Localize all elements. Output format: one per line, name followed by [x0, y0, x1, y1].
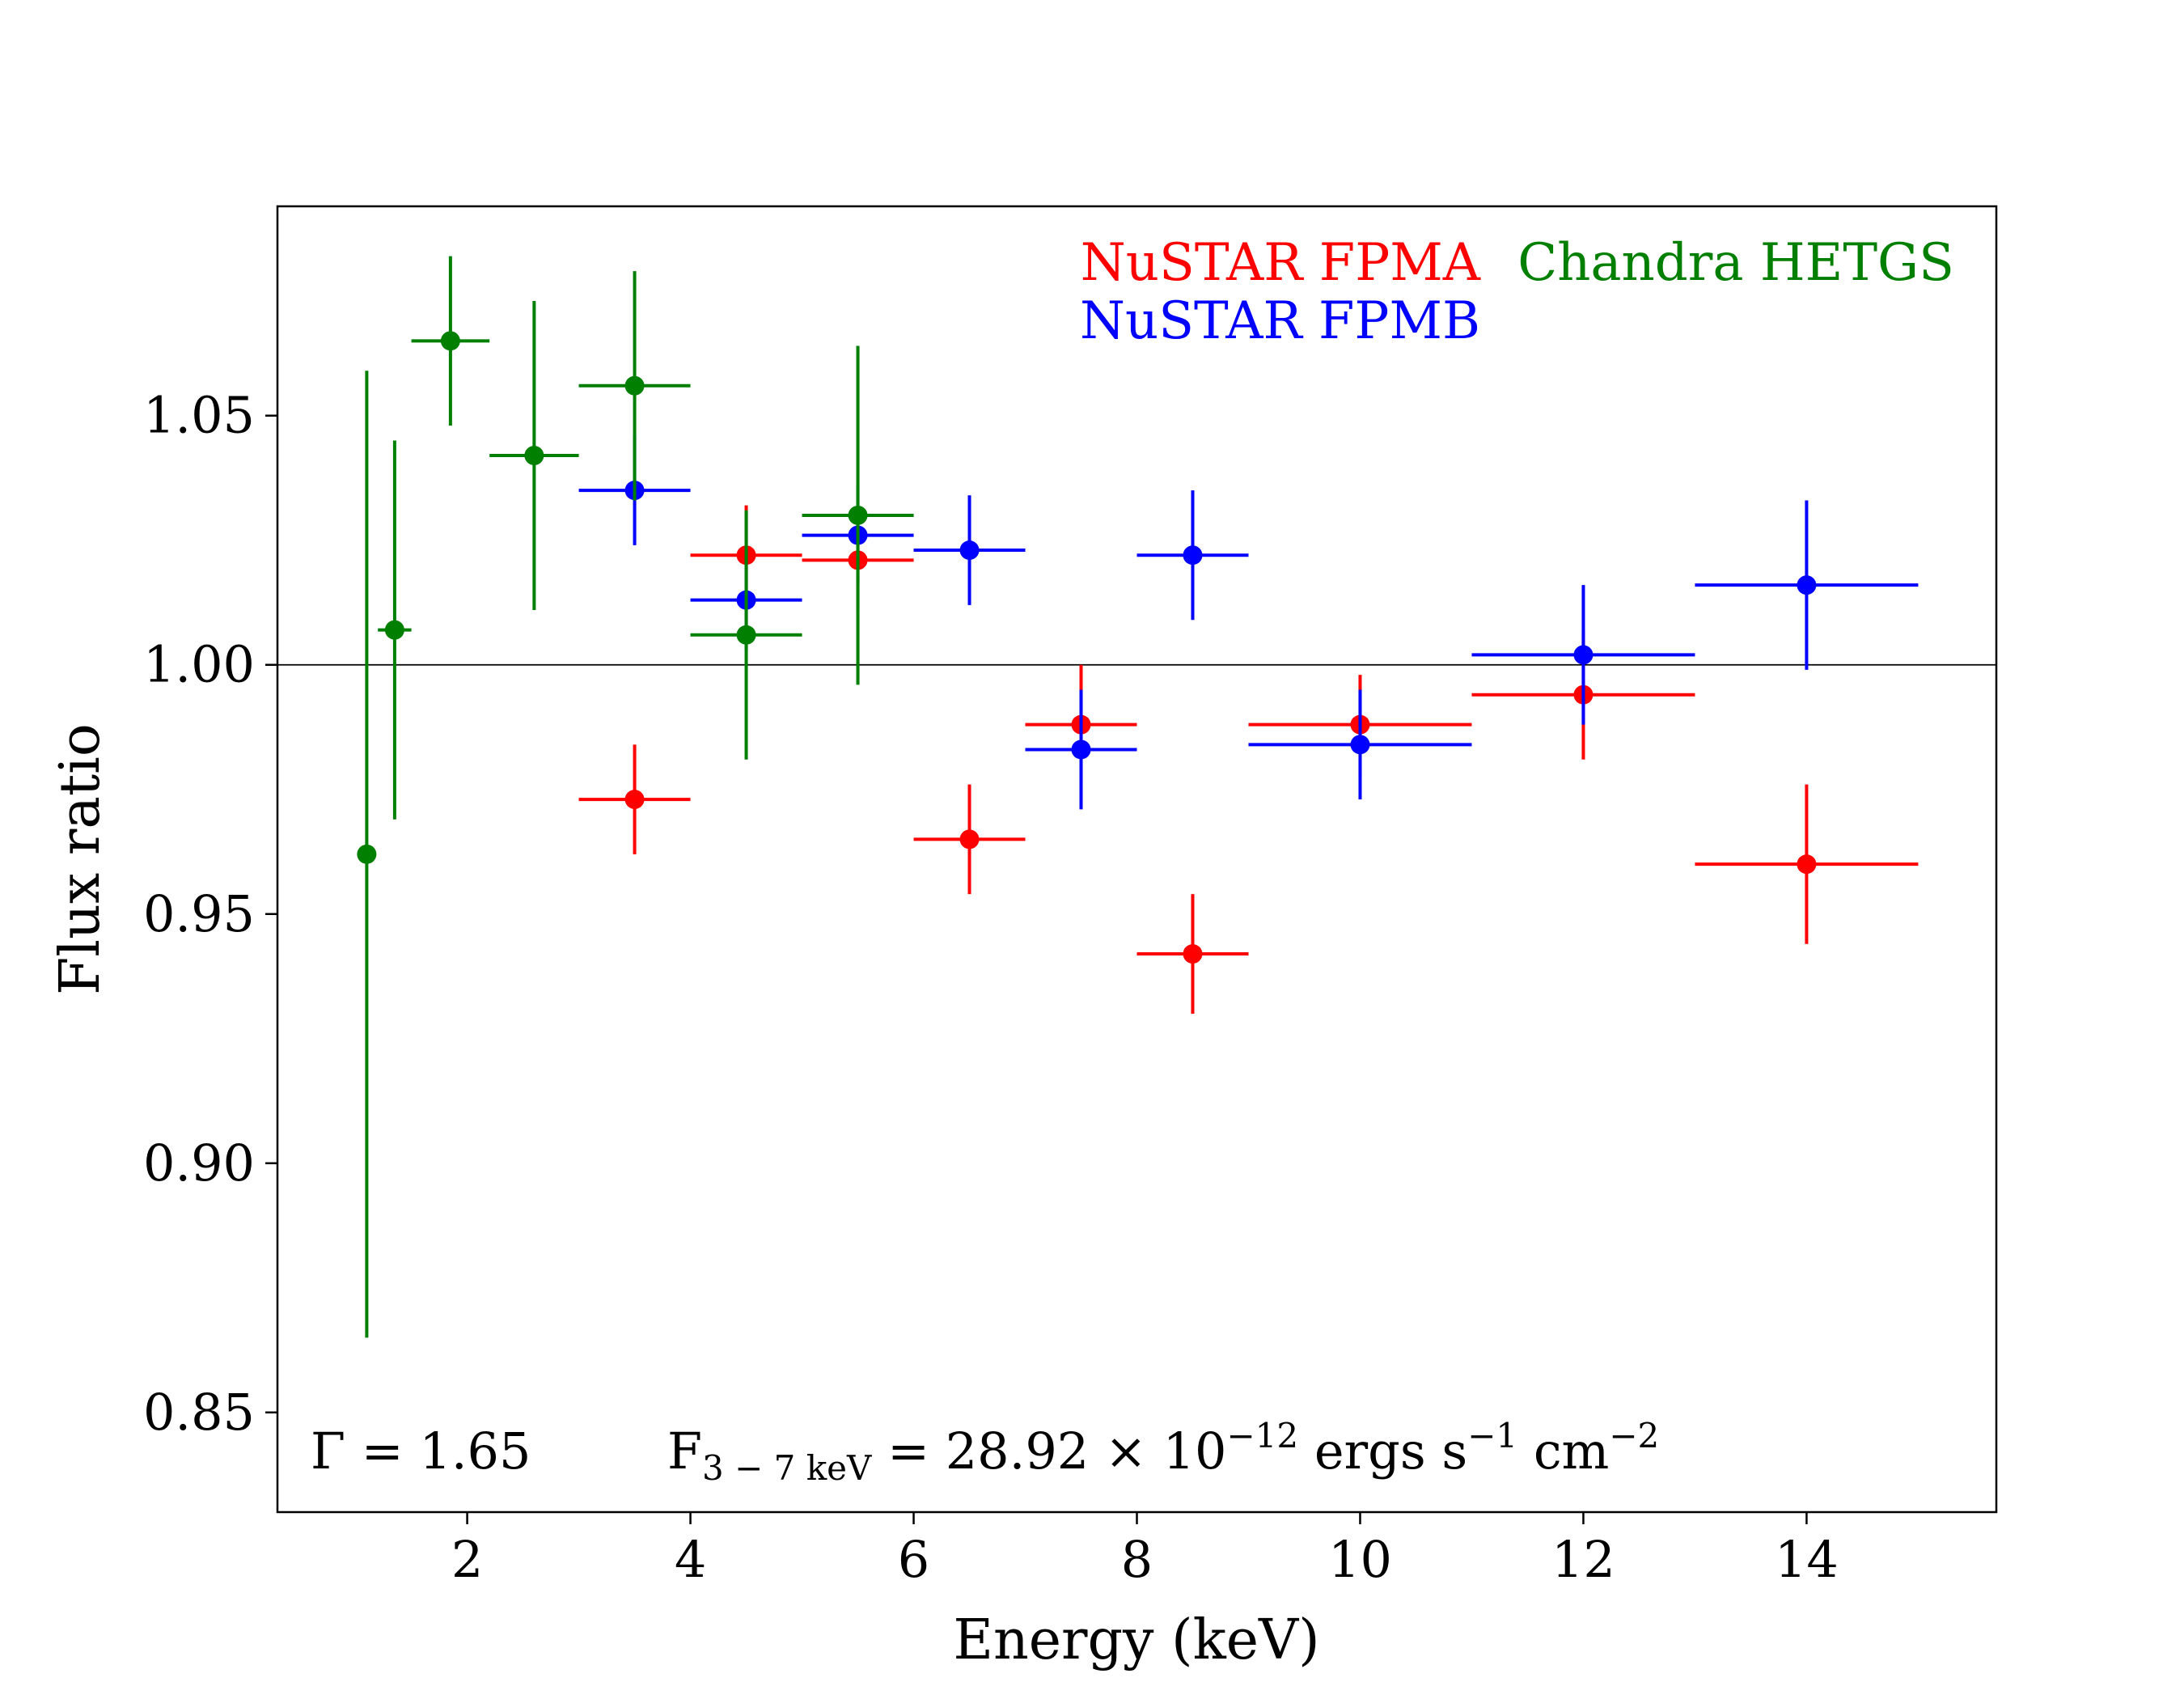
data-point	[848, 505, 868, 525]
gamma-annotation: Γ = 1.65	[311, 1421, 531, 1481]
gamma-symbol: Γ	[311, 1421, 345, 1481]
x-tick-label: 10	[1328, 1530, 1392, 1589]
legend-entry-fpma: NuSTAR FPMA	[1081, 233, 1481, 293]
flux-prefix: F	[667, 1421, 702, 1481]
y-axis-label: Flux ratio	[49, 723, 112, 995]
legend-entry-fpmb: NuSTAR FPMB	[1080, 291, 1480, 351]
flux-exp-2: −1	[1467, 1416, 1517, 1455]
x-tick-label: 12	[1551, 1530, 1615, 1589]
y-axis-ticks: 0.85 0.90 0.95 1.00 1.05	[143, 386, 277, 1442]
x-axis-ticks: 2 4 6 8 10 12 14	[451, 1512, 1839, 1589]
data-point	[624, 790, 645, 810]
data-point	[440, 331, 460, 351]
x-axis-label: Energy (keV)	[953, 1608, 1319, 1672]
x-tick-label: 4	[675, 1530, 706, 1589]
data-point	[1183, 545, 1203, 566]
flux-units-2: cm	[1517, 1421, 1609, 1481]
x-tick-label: 2	[451, 1530, 483, 1589]
y-tick-label: 0.85	[143, 1383, 255, 1442]
flux-units-1: ergs s	[1298, 1421, 1467, 1481]
data-point	[384, 620, 404, 640]
data-point	[1573, 645, 1594, 665]
y-tick-label: 1.00	[143, 635, 255, 694]
gamma-value: = 1.65	[345, 1421, 531, 1481]
data-point	[1797, 575, 1817, 595]
x-tick-label: 6	[898, 1530, 929, 1589]
legend: NuSTAR FPMA NuSTAR FPMB Chandra HETGS	[1080, 233, 1954, 351]
data-point	[1183, 944, 1203, 964]
flux-exp-1: −12	[1226, 1416, 1298, 1455]
data-point	[624, 375, 645, 396]
data-point	[524, 446, 544, 466]
flux-exp-3: −2	[1609, 1416, 1659, 1455]
data-point	[959, 540, 980, 561]
x-tick-label: 14	[1775, 1530, 1839, 1589]
x-tick-label: 8	[1121, 1530, 1153, 1589]
flux-value: = 28.92 × 10	[871, 1421, 1226, 1481]
y-tick-label: 0.90	[143, 1133, 255, 1193]
y-tick-label: 0.95	[143, 884, 255, 943]
data-point	[1797, 854, 1817, 875]
series-hetgs	[357, 256, 914, 1338]
data-point	[357, 844, 377, 864]
data-point	[736, 625, 756, 645]
series-layer	[357, 256, 1919, 1338]
data-point	[1071, 739, 1091, 760]
data-point	[959, 829, 980, 850]
legend-entry-hetgs: Chandra HETGS	[1517, 233, 1954, 293]
y-tick-label: 1.05	[143, 386, 255, 445]
data-point	[1350, 735, 1370, 755]
flux-annotation: F3 − 7 keV = 28.92 × 10−12 ergs s−1 cm−2	[667, 1416, 1659, 1488]
flux-subscript: 3 − 7 keV	[702, 1448, 872, 1488]
